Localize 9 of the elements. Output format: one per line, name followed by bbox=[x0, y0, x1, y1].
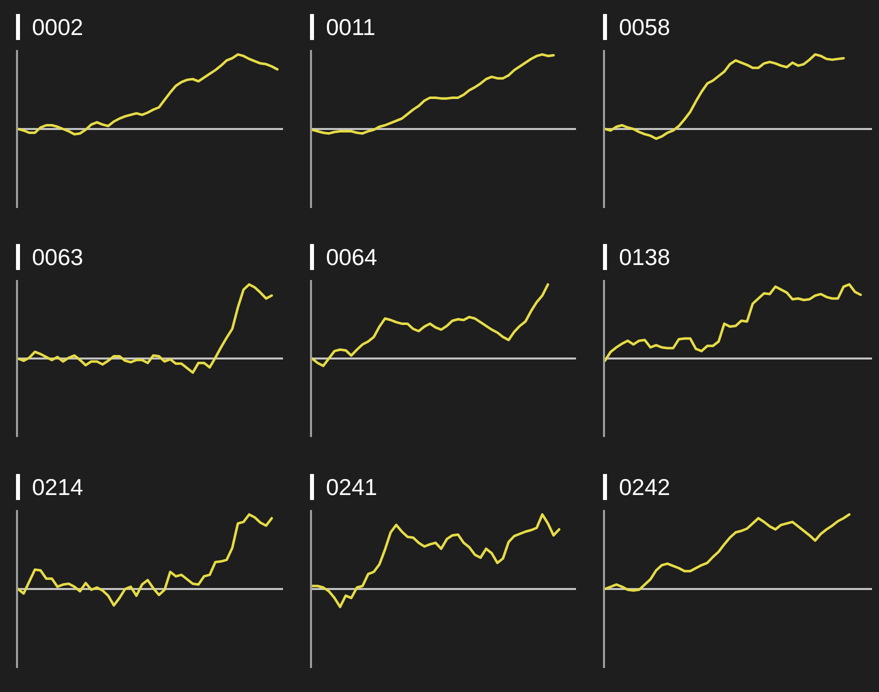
chart-title: 0058 bbox=[619, 14, 670, 40]
chart-title: 0214 bbox=[32, 474, 84, 500]
chart-title: 0011 bbox=[326, 14, 376, 40]
chart-title: 0242 bbox=[619, 474, 670, 500]
chart-title: 0241 bbox=[326, 474, 378, 500]
chart-title: 0002 bbox=[32, 14, 84, 40]
chart-title: 0138 bbox=[619, 244, 670, 270]
chart-title: 0063 bbox=[32, 244, 84, 270]
chart-title: 0064 bbox=[326, 244, 378, 270]
